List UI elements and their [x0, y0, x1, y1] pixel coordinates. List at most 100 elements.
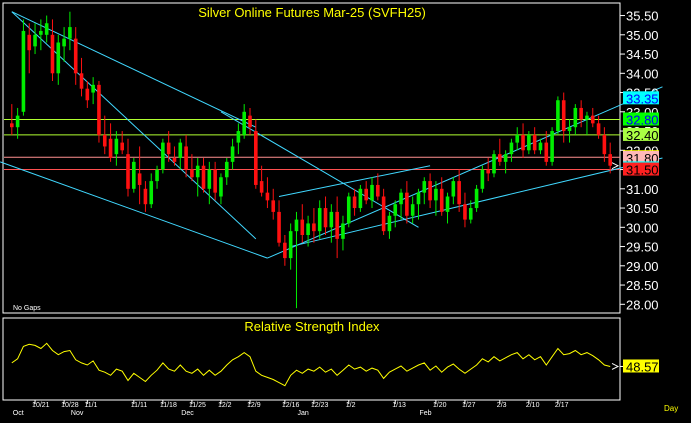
candle-body: [195, 165, 200, 178]
price-tick-label: 34.50: [626, 47, 659, 62]
candle: [515, 127, 520, 151]
candle-body: [172, 158, 177, 162]
candle-body: [590, 115, 595, 124]
candle-body: [137, 173, 142, 185]
candle-body: [387, 215, 392, 232]
date-tick-label: 11/11: [131, 402, 148, 409]
last-price-arrow: [611, 162, 620, 170]
candle-body: [120, 142, 124, 151]
date-tick-label: 1/27: [462, 402, 476, 409]
candle: [259, 165, 264, 197]
candle: [62, 27, 66, 62]
candle: [143, 181, 148, 212]
candle-body: [532, 134, 537, 151]
price-tick-label: 28.00: [626, 297, 659, 312]
candle-body: [184, 146, 188, 170]
price-tag-box: [623, 151, 659, 164]
candle: [108, 123, 113, 162]
candle: [573, 104, 578, 135]
candle: [33, 23, 37, 55]
candle: [590, 107, 595, 128]
candle-body: [242, 111, 246, 135]
rsi-line: [11, 342, 611, 387]
candle-body: [585, 115, 589, 120]
candle-body: [567, 127, 572, 132]
candle: [335, 196, 339, 259]
candle: [102, 115, 107, 155]
candle-body: [376, 184, 380, 197]
candle-body: [312, 223, 316, 232]
candle-body: [573, 107, 578, 128]
candle: [596, 115, 601, 139]
price-tick-label: 31.00: [626, 182, 659, 197]
candle-body: [561, 100, 566, 132]
candle: [439, 177, 444, 216]
candle-body: [224, 161, 229, 178]
candle: [567, 119, 572, 143]
candle: [172, 146, 177, 166]
candle-body: [283, 242, 287, 259]
month-label: Dec: [181, 410, 194, 417]
candle: [399, 188, 403, 220]
price-tag-label: 32.40: [626, 128, 659, 143]
price-tick-label: 30.50: [626, 201, 659, 216]
month-label: Nov: [71, 410, 84, 417]
price-pane: [2, 2, 621, 314]
candle-body: [85, 88, 90, 101]
candle: [579, 100, 583, 128]
price-tick-label: 29.50: [626, 240, 659, 255]
candle: [271, 188, 276, 220]
candle-body: [294, 219, 299, 232]
candle-body: [416, 192, 421, 205]
price-tag: 32.80: [623, 112, 659, 128]
candle-body: [161, 142, 165, 170]
candle: [492, 150, 496, 178]
candle: [178, 138, 183, 170]
candle-body: [102, 134, 107, 147]
candle-body: [352, 196, 357, 209]
candle: [387, 211, 392, 239]
trend-line: [0, 161, 268, 259]
candle: [207, 161, 212, 205]
candle-body: [434, 188, 438, 201]
date-tick-label: 12/16: [282, 402, 300, 409]
candle: [608, 142, 612, 174]
candle: [230, 138, 235, 170]
candle: [132, 158, 136, 193]
candle-body: [521, 134, 525, 151]
candle-body: [410, 204, 415, 216]
candle: [556, 96, 560, 135]
candle: [10, 104, 14, 135]
candle-body: [132, 161, 136, 189]
candle: [509, 138, 514, 162]
candle: [428, 173, 432, 209]
candle: [544, 131, 549, 166]
candle: [97, 81, 101, 143]
candle-body: [550, 131, 554, 162]
candle: [498, 138, 502, 166]
candle-body: [21, 30, 26, 112]
rsi-pane: [2, 317, 621, 401]
candle: [155, 165, 159, 189]
price-tag: 33.35: [623, 91, 659, 106]
candle: [532, 127, 537, 155]
candle-body: [346, 196, 351, 224]
candle-body: [219, 177, 223, 197]
price-tick-label: 29.00: [626, 259, 659, 274]
candle-body: [364, 188, 368, 201]
rsi-value-tag: 48.57: [623, 359, 659, 374]
candle-body: [265, 192, 270, 201]
candle: [346, 192, 351, 228]
rsi-arrow: [611, 363, 620, 370]
candle: [410, 196, 415, 224]
candle-body: [62, 38, 66, 47]
candle-body: [527, 134, 531, 151]
candle: [242, 104, 246, 139]
candle: [184, 134, 188, 178]
candle-body: [236, 131, 241, 143]
candle: [323, 196, 328, 235]
date-tick-label: 2/3: [497, 402, 507, 409]
candle-body: [498, 154, 502, 162]
candle: [416, 188, 421, 220]
date-tick-label: 11/1: [84, 402, 97, 409]
